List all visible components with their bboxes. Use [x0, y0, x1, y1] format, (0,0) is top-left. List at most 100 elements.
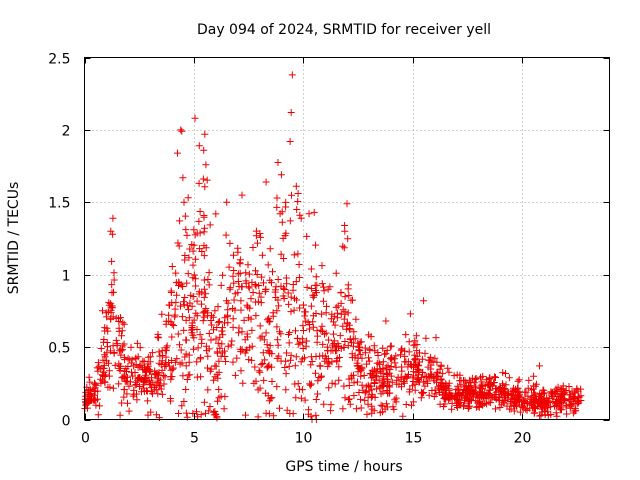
- data-point: [328, 379, 336, 387]
- data-point: [277, 250, 285, 258]
- data-point: [521, 388, 529, 396]
- data-point: [180, 326, 188, 334]
- data-point: [565, 383, 573, 390]
- data-point: [210, 408, 218, 416]
- data-point: [180, 301, 188, 309]
- data-point: [405, 338, 413, 346]
- data-point: [330, 318, 337, 326]
- data-point: [124, 399, 131, 407]
- data-point: [266, 245, 274, 253]
- data-point: [531, 391, 539, 399]
- data-point: [125, 382, 133, 390]
- data-point: [217, 392, 225, 400]
- data-point: [350, 379, 358, 387]
- data-point: [433, 369, 441, 377]
- data-point: [273, 203, 281, 211]
- data-point: [185, 358, 193, 366]
- data-point: [512, 388, 520, 396]
- data-point: [382, 317, 390, 325]
- data-point: [225, 263, 233, 271]
- data-point: [141, 376, 149, 384]
- data-point: [312, 369, 319, 377]
- data-point: [173, 291, 181, 299]
- data-point: [341, 308, 349, 316]
- data-point: [425, 356, 433, 364]
- data-point: [170, 322, 178, 329]
- data-point: [131, 381, 139, 389]
- data-point: [383, 383, 391, 390]
- data-point: [292, 394, 300, 402]
- data-point: [254, 239, 261, 247]
- data-point: [237, 297, 245, 305]
- data-point: [278, 208, 286, 216]
- data-point: [553, 412, 561, 420]
- data-point: [244, 261, 252, 269]
- data-point: [434, 373, 442, 381]
- data-point: [134, 374, 142, 382]
- data-point: [229, 323, 237, 331]
- data-point: [140, 381, 148, 389]
- data-point: [341, 338, 349, 345]
- data-point: [294, 250, 302, 258]
- data-point: [214, 397, 221, 405]
- data-point: [158, 366, 166, 374]
- data-point: [124, 354, 132, 362]
- data-point: [161, 373, 169, 381]
- data-point: [340, 315, 348, 323]
- data-point: [274, 276, 282, 283]
- data-point: [477, 373, 484, 381]
- data-point: [360, 372, 368, 379]
- data-point: [294, 334, 302, 342]
- data-point: [154, 330, 162, 338]
- data-point: [193, 408, 200, 416]
- data-point: [377, 390, 385, 398]
- data-point: [398, 383, 405, 391]
- data-point: [195, 217, 203, 225]
- data-point: [189, 325, 197, 333]
- data-point: [283, 349, 290, 357]
- y-tick-label: 1: [62, 269, 71, 285]
- data-point: [478, 378, 486, 386]
- data-point: [325, 336, 333, 344]
- data-point: [382, 400, 390, 408]
- data-point: [156, 382, 164, 390]
- data-point: [218, 340, 226, 348]
- data-point: [82, 392, 90, 400]
- data-point: [354, 354, 362, 362]
- data-point: [245, 284, 253, 292]
- data-point: [337, 310, 345, 318]
- data-point: [448, 399, 456, 407]
- data-point: [123, 368, 130, 375]
- data-point: [296, 385, 303, 393]
- data-point: [290, 251, 298, 259]
- data-point: [206, 221, 214, 229]
- data-point: [107, 309, 115, 317]
- data-point: [183, 231, 191, 239]
- data-point: [236, 345, 244, 353]
- data-point: [168, 299, 176, 307]
- data-point: [179, 283, 187, 290]
- data-point: [562, 403, 570, 411]
- tick-labels: 0 5 10 15 20 0 0.5 1 1.5 2 2.5: [48, 52, 531, 447]
- data-point: [309, 323, 317, 331]
- data-point: [339, 322, 347, 330]
- data-point: [144, 364, 152, 372]
- data-point: [392, 352, 400, 360]
- data-point: [139, 357, 147, 365]
- data-point: [437, 361, 445, 369]
- data-point: [373, 372, 381, 380]
- data-point: [339, 405, 347, 413]
- data-point: [234, 270, 242, 278]
- data-point: [188, 329, 196, 337]
- data-point: [173, 355, 181, 363]
- data-point: [331, 380, 339, 388]
- data-point: [287, 356, 294, 364]
- data-point: [406, 310, 414, 318]
- data-point: [427, 353, 435, 361]
- data-point: [132, 355, 140, 363]
- data-point: [460, 401, 468, 409]
- data-point: [215, 386, 223, 393]
- data-point: [516, 408, 524, 416]
- data-point: [550, 392, 558, 400]
- data-point: [318, 372, 325, 380]
